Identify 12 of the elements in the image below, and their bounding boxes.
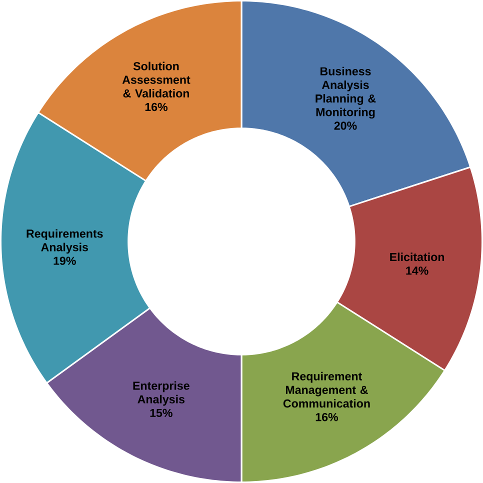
data-label: 16% — [145, 102, 168, 112]
slice-label: Enterprise Analysis — [133, 381, 190, 406]
slice-label: Requirement Management & Communication — [283, 372, 370, 408]
data-label: 15% — [150, 408, 172, 418]
data-label: 16% — [316, 413, 338, 422]
data-label: 14% — [406, 266, 428, 275]
slice-label: Business Analysis Planning & Monitoring — [316, 66, 376, 119]
data-label: 19% — [54, 256, 76, 265]
slice-label: Elicitation — [390, 252, 444, 262]
slice-label: Requirements Analysis — [26, 229, 103, 254]
data-label: 20% — [334, 122, 357, 130]
slice-label: Solution Assessment & Validation — [122, 62, 190, 98]
